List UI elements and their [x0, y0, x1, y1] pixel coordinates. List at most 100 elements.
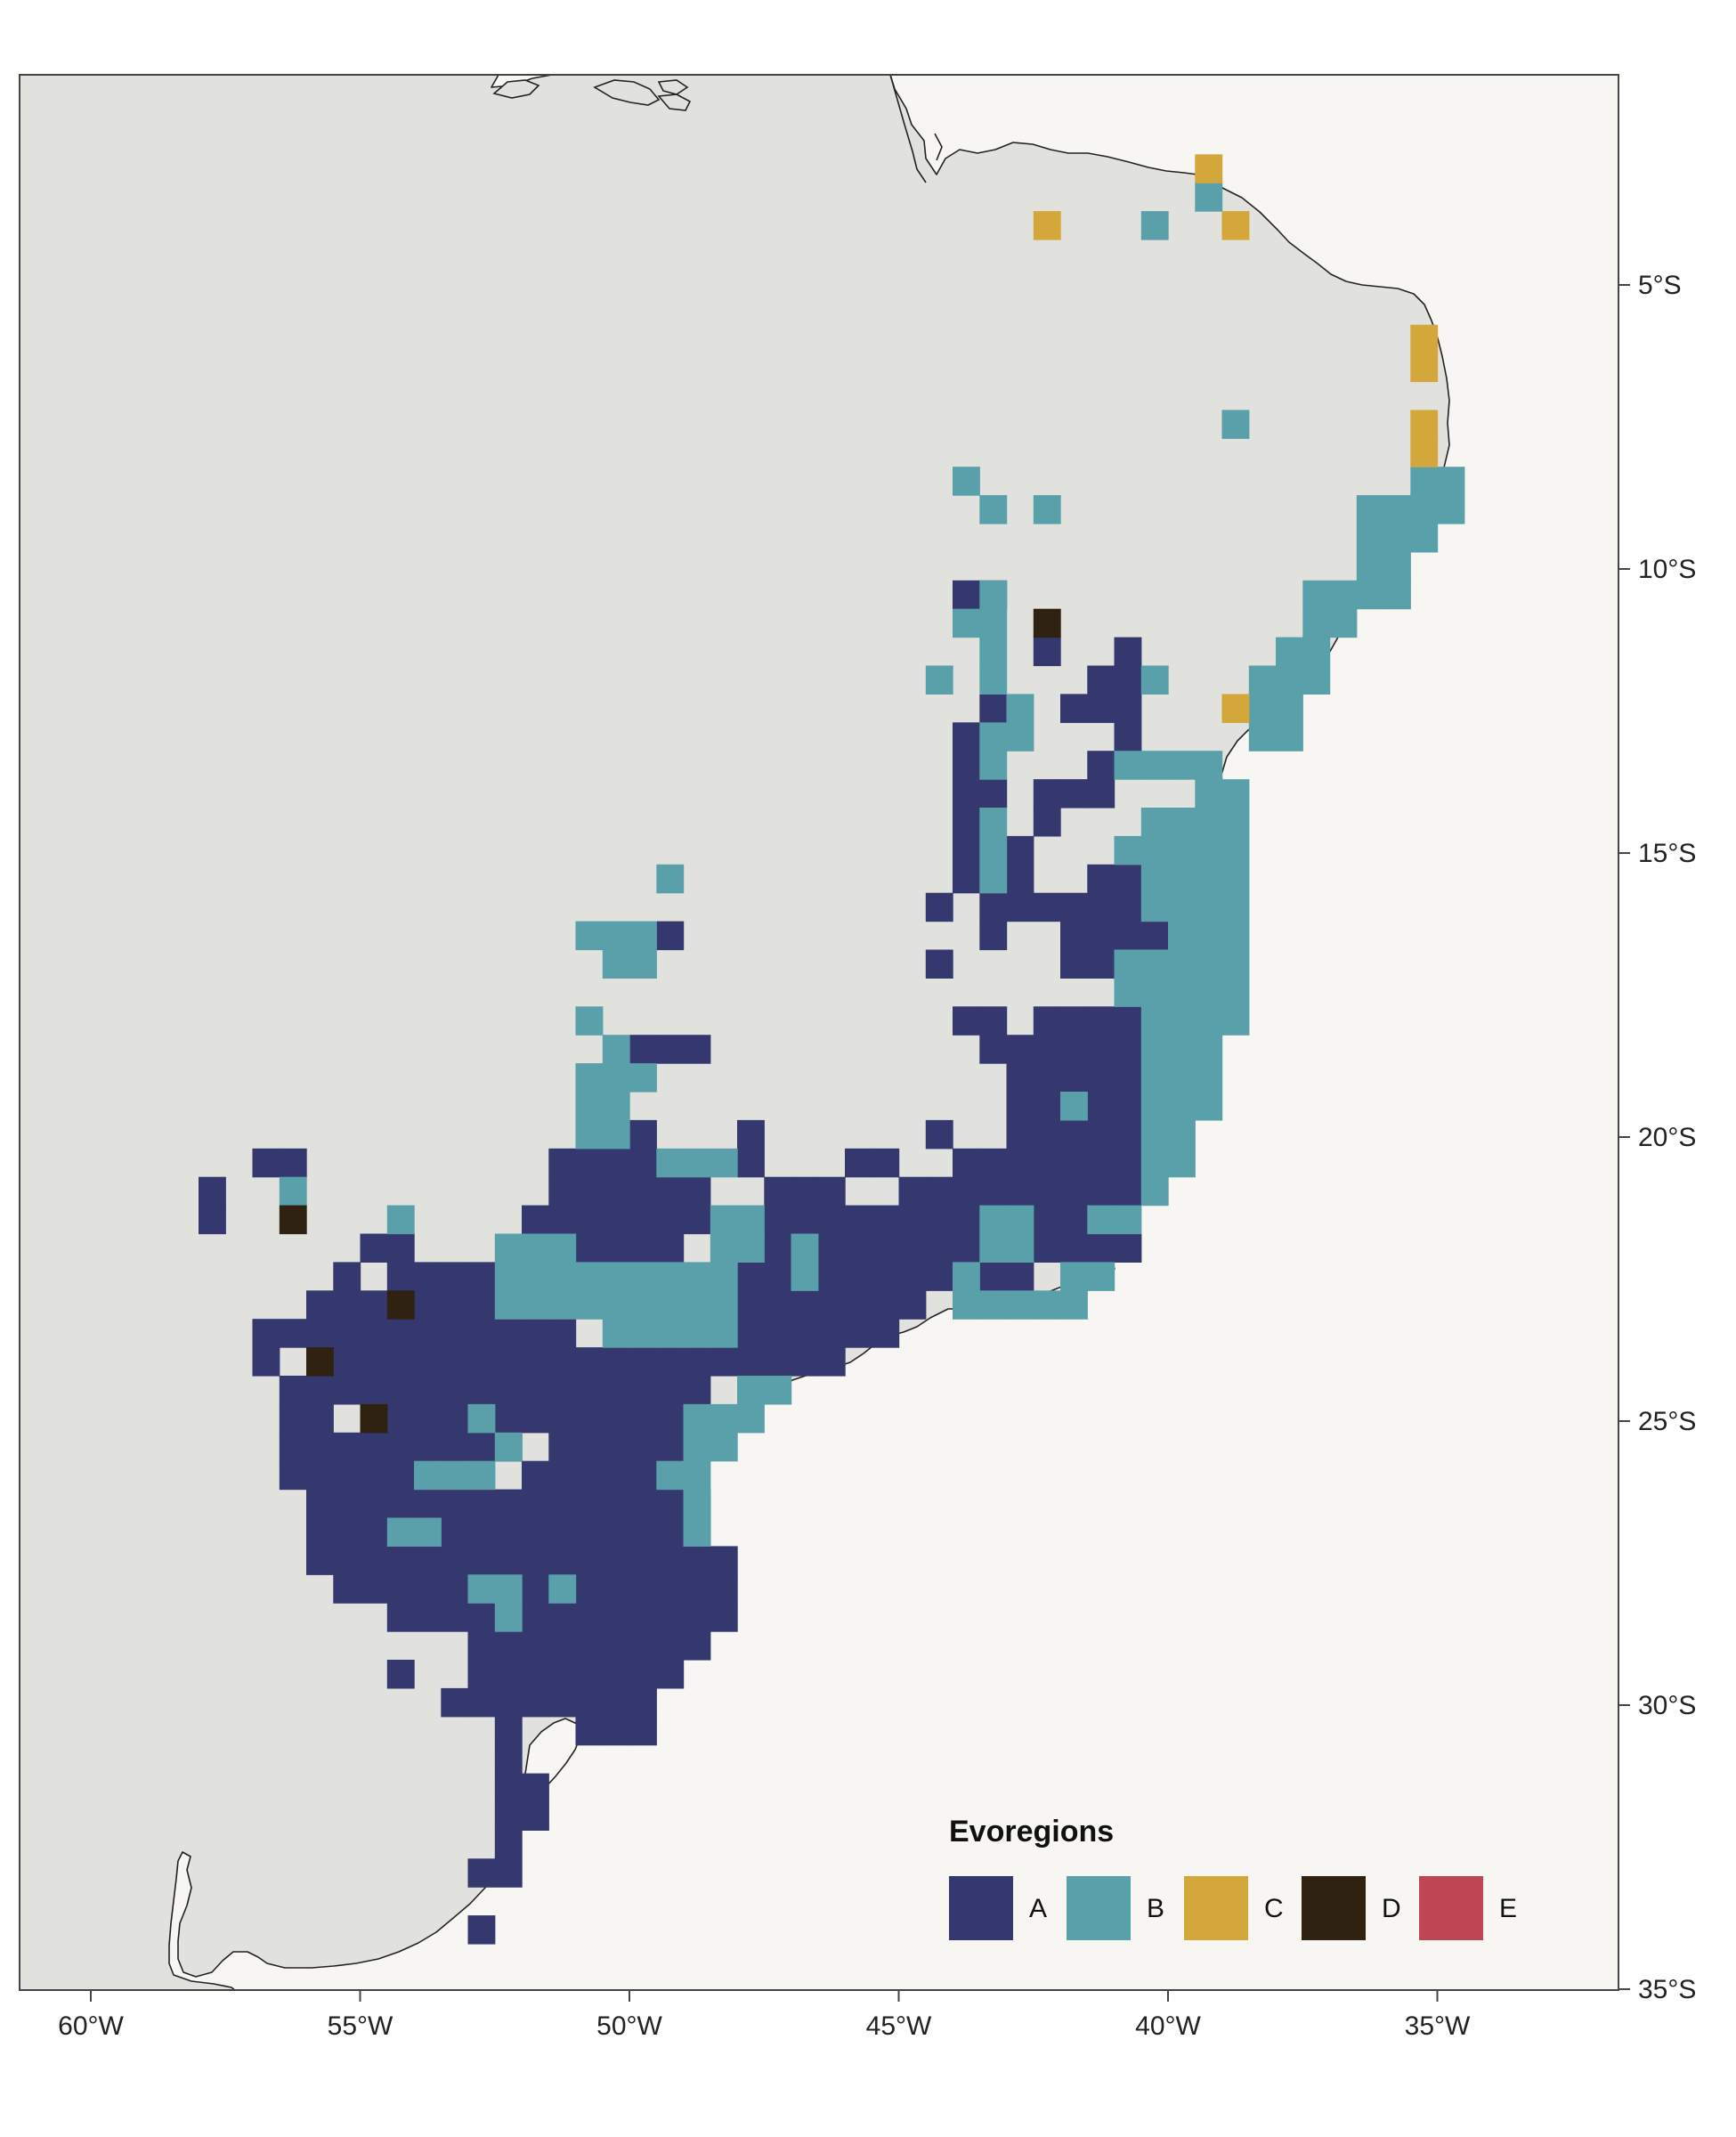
- evoregion-cell-a: [306, 1403, 334, 1434]
- evoregion-cell-a: [602, 1148, 630, 1178]
- y-tick-label: 25°S: [1638, 1407, 1696, 1436]
- evoregion-cell-b: [1437, 467, 1465, 496]
- evoregion-cell-b: [494, 1262, 523, 1291]
- evoregion-cell-b: [1302, 637, 1331, 667]
- evoregion-cell-b: [1221, 779, 1250, 808]
- evoregion-cell-b: [683, 1148, 711, 1178]
- evoregion-cell-b: [575, 1092, 604, 1121]
- evoregion-cell-a: [1060, 694, 1088, 723]
- evoregion-cell-a: [333, 1290, 361, 1320]
- evoregion-cell-a: [441, 1403, 469, 1434]
- evoregion-cell-b: [279, 1176, 307, 1207]
- evoregion-cell-b: [1195, 1035, 1223, 1064]
- evoregion-cell-a: [1006, 1092, 1034, 1121]
- evoregion-cell-b: [656, 1319, 685, 1348]
- evoregion-cell-a: [898, 1233, 927, 1263]
- evoregion-cell-a: [1033, 1092, 1061, 1121]
- evoregion-cell-a: [1060, 949, 1088, 979]
- evoregion-cell-a: [845, 1205, 872, 1235]
- evoregion-cell-a: [953, 864, 980, 894]
- evoregion-cell-b: [602, 1262, 630, 1291]
- evoregion-cell-a: [494, 1716, 523, 1746]
- evoregion-cell-a: [898, 1176, 927, 1207]
- evoregion-cell-b: [1140, 1119, 1169, 1150]
- evoregion-cell-a: [602, 1574, 630, 1604]
- evoregion-cell-a: [575, 1716, 604, 1746]
- evoregion-cell-b: [1221, 808, 1250, 837]
- evoregion-cell-a: [737, 1148, 765, 1178]
- evoregion-cell-a: [386, 1319, 415, 1348]
- legend-label-b: B: [1147, 1894, 1164, 1923]
- evoregion-cell-a: [494, 1489, 523, 1519]
- evoregion-cell-a: [953, 751, 980, 780]
- evoregion-cell-b: [1276, 637, 1303, 667]
- evoregion-cell-a: [1006, 1262, 1034, 1291]
- evoregion-cell-a: [494, 1773, 523, 1803]
- evoregion-cell-a: [522, 1460, 549, 1491]
- evoregion-cell-b: [953, 1262, 980, 1291]
- evoregion-cell-a: [360, 1460, 388, 1491]
- evoregion-cell-b: [737, 1403, 765, 1434]
- evoregion-cell-b: [1195, 949, 1223, 979]
- evoregion-cell-a: [872, 1262, 900, 1291]
- evoregion-cell-b: [764, 1376, 792, 1405]
- evoregion-cell-a: [979, 694, 1008, 723]
- evoregion-cell-a: [306, 1319, 334, 1348]
- evoregion-cell-a: [656, 1574, 685, 1604]
- evoregion-cell-a: [629, 1176, 657, 1207]
- evoregion-cell-b: [1195, 751, 1223, 780]
- evoregion-cell-a: [979, 892, 1008, 922]
- evoregion-cell-a: [629, 1119, 657, 1150]
- evoregion-cell-b: [1437, 495, 1465, 524]
- evoregion-cell-b: [979, 580, 1008, 610]
- evoregion-cell-a: [467, 1376, 496, 1405]
- evoregion-cell-a: [414, 1603, 442, 1632]
- evoregion-cell-a: [817, 1205, 846, 1235]
- evoregion-cell-a: [1087, 1092, 1115, 1121]
- evoregion-cell-a: [1114, 1006, 1142, 1036]
- evoregion-cell-a: [656, 1489, 685, 1519]
- legend: Evoregions A B C D E: [949, 1815, 1517, 1940]
- evoregion-cell-b: [1060, 1092, 1088, 1121]
- evoregion-cell-a: [360, 1517, 388, 1547]
- evoregion-cell-a: [656, 1035, 685, 1064]
- evoregion-cell-a: [629, 1233, 657, 1263]
- evoregion-cell-a: [522, 1574, 549, 1604]
- evoregion-cell-a: [575, 1347, 604, 1377]
- evoregion-cell-a: [575, 1660, 604, 1689]
- evoregion-cell-b: [386, 1205, 415, 1235]
- evoregion-cell-a: [683, 1574, 711, 1604]
- evoregion-cell-b: [683, 1262, 711, 1291]
- evoregion-cell-b: [1195, 892, 1223, 922]
- evoregion-cell-b: [1221, 949, 1250, 979]
- evoregion-cell-a: [279, 1319, 307, 1348]
- evoregion-cell-b: [548, 1233, 577, 1263]
- evoregion-cell-b: [1383, 551, 1411, 581]
- evoregion-cell-b: [1006, 1233, 1034, 1263]
- evoregion-cell-a: [414, 1290, 442, 1320]
- evoregion-cell-a: [629, 1574, 657, 1604]
- evoregion-cell-a: [817, 1347, 846, 1377]
- evoregion-cell-a: [279, 1460, 307, 1491]
- evoregion-cell-a: [494, 1631, 523, 1661]
- evoregion-cell-b: [575, 1290, 604, 1320]
- evoregion-cell-a: [1060, 1233, 1088, 1263]
- evoregion-cell-a: [1033, 1176, 1061, 1207]
- evoregion-cell-a: [548, 1489, 577, 1519]
- evoregion-cell-b: [656, 1148, 685, 1178]
- y-tick-label: 20°S: [1638, 1123, 1696, 1152]
- evoregion-cell-a: [467, 1517, 496, 1547]
- evoregion-cell-c: [1195, 154, 1223, 183]
- evoregion-cell-b: [683, 1403, 711, 1434]
- evoregion-cell-a: [1033, 637, 1061, 667]
- evoregion-cell-b: [1195, 1006, 1223, 1036]
- evoregion-cell-a: [306, 1432, 334, 1462]
- legend-swatch-c: [1184, 1876, 1248, 1940]
- evoregion-cell-b: [602, 1290, 630, 1320]
- evoregion-cell-a: [360, 1233, 388, 1263]
- evoregion-cell-a: [656, 1347, 685, 1377]
- evoregion-cell-a: [252, 1347, 280, 1377]
- evoregion-cell-a: [872, 1233, 900, 1263]
- y-tick-label: 10°S: [1638, 555, 1696, 584]
- evoregion-cell-a: [467, 1660, 496, 1689]
